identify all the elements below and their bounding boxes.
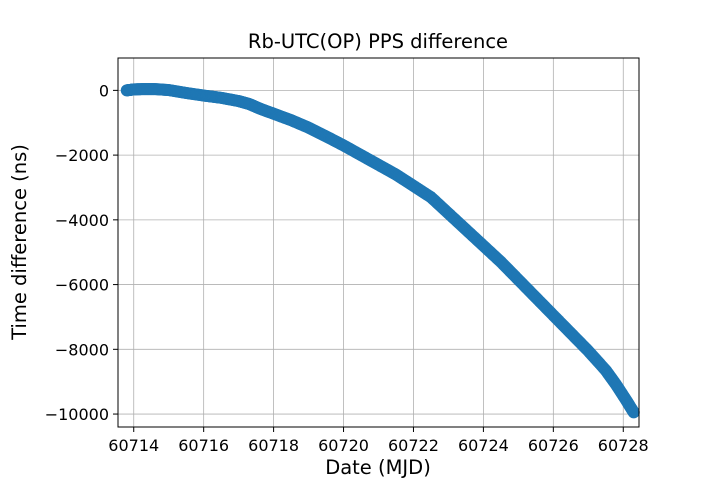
x-axis-label: Date (MJD) <box>325 456 431 479</box>
y-axis-label: Time difference (ns) <box>8 144 31 341</box>
y-tick-label: −6000 <box>55 276 109 295</box>
x-tick-label: 60728 <box>598 436 649 455</box>
y-tick-label: −4000 <box>55 211 109 230</box>
data-points <box>120 83 640 419</box>
plot-frame <box>117 57 640 428</box>
x-tick-label: 60718 <box>248 436 299 455</box>
x-tick-label: 60716 <box>178 436 229 455</box>
y-tick-label: −8000 <box>55 340 109 359</box>
x-axis-ticks: 60714 60716 60718 60720 60722 60724 60726 60728 <box>108 427 649 455</box>
y-tick-label: 0 <box>99 81 109 100</box>
x-tick-label: 60724 <box>458 436 509 455</box>
y-axis-ticks: 0 −2000 −4000 −6000 −8000 −10000 <box>45 81 118 424</box>
y-tick-label: −2000 <box>55 146 109 165</box>
x-tick-label: 60726 <box>528 436 579 455</box>
data-point <box>627 406 640 419</box>
x-tick-label: 60722 <box>388 436 439 455</box>
x-tick-label: 60720 <box>318 436 369 455</box>
y-tick-label: −10000 <box>45 405 109 424</box>
plot-background <box>118 58 639 427</box>
x-tick-label: 60714 <box>108 436 159 455</box>
chart-title: Rb-UTC(OP) PPS difference <box>248 30 508 53</box>
